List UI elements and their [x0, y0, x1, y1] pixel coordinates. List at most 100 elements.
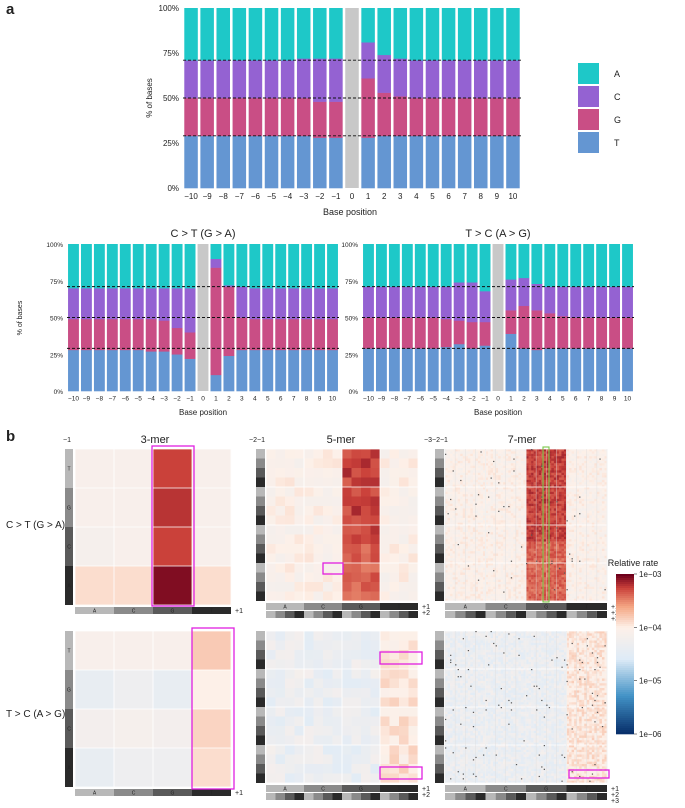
heatmap-cell [380, 563, 390, 573]
heatmap-cell [528, 487, 532, 490]
heatmap-cell [556, 565, 560, 568]
heatmap-cell [561, 456, 565, 459]
top-bar-A [184, 8, 198, 61]
heatmap-cell [518, 555, 522, 559]
heatmap-cell [586, 586, 590, 590]
heatmap-cell [495, 534, 499, 538]
heatmap-cell [505, 477, 509, 481]
heatmap-cell [576, 472, 580, 476]
heatmap-cell [513, 551, 517, 554]
heatmap-cell [467, 508, 471, 511]
heatmap-cell [594, 496, 598, 500]
heatmap-cell [569, 577, 572, 580]
heatmap-cell [569, 582, 572, 585]
heatmap-cell [505, 513, 509, 516]
heatmap-cell [563, 527, 567, 530]
heatmap-cell [482, 589, 486, 592]
heatmap-cell [447, 589, 451, 592]
heatmap-cell [569, 574, 572, 578]
heatmap-cell [505, 517, 509, 521]
heatmap-cell [467, 484, 471, 488]
heatmap-cell [470, 563, 474, 566]
heatmap-cell [460, 475, 463, 478]
heatmap-cell [342, 496, 352, 507]
heatmap-cell [569, 489, 572, 492]
heatmap-cell [475, 574, 479, 578]
heatmap-cell [586, 494, 590, 497]
heatmap-cell [370, 669, 381, 679]
heatmap-cell [556, 544, 560, 547]
heatmap-cell [601, 541, 605, 545]
heatmap-cell [351, 468, 362, 478]
heatmap-cell [503, 465, 506, 469]
heatmap-cell [513, 591, 517, 595]
heatmap-cell [581, 520, 585, 523]
heatmap-cell [472, 534, 476, 538]
heatmap-cell [465, 465, 468, 469]
heatmap-cell [548, 449, 552, 452]
heatmap-cell [462, 558, 466, 561]
heatmap-cell [266, 754, 276, 765]
top-xtick: 0 [350, 192, 355, 201]
heatmap-cell [596, 484, 600, 488]
heatmap-cell [584, 577, 587, 580]
heatmap-cell [323, 487, 333, 497]
row-base-strip-inner [262, 591, 265, 601]
heatmap-cell [485, 541, 489, 545]
heatmap-cell [447, 539, 451, 542]
heatmap-cell [304, 525, 314, 535]
heatmap-cell [490, 577, 494, 580]
heatmap-cell [586, 510, 590, 514]
heatmap-cell [558, 508, 562, 511]
heatmap-cell [548, 551, 552, 554]
heatmap-cell [589, 574, 593, 578]
heatmap-cell [574, 553, 577, 557]
heatmap-cell [561, 565, 565, 568]
heatmap-cell [586, 560, 590, 564]
heatmap-cell [584, 534, 587, 538]
heatmap-cell [462, 475, 466, 478]
heatmap-cell [508, 465, 512, 469]
heatmap-cell [579, 465, 582, 469]
heatmap-cell [445, 506, 448, 509]
tc-bar-G [427, 317, 439, 349]
heatmap-cell [313, 477, 324, 488]
top-bar-C [216, 60, 230, 99]
heatmap-cell [503, 532, 506, 535]
heatmap-cell [513, 589, 517, 592]
heatmap-cell [563, 498, 567, 502]
heatmap-cell [508, 539, 512, 542]
heatmap-cell [528, 510, 532, 514]
heatmap-cell [561, 517, 565, 521]
col-base-strip [266, 603, 304, 610]
heatmap-cell [275, 458, 286, 469]
heatmap-cell [594, 525, 598, 528]
heatmap-cell [460, 536, 463, 540]
heatmap-cell [495, 506, 499, 509]
heatmap-cell [488, 482, 491, 485]
heatmap-cell [576, 517, 580, 521]
heatmap-cell [528, 498, 532, 502]
heatmap-cell [518, 449, 522, 452]
heatmap-cell [566, 589, 570, 592]
heatmap-cell [571, 570, 575, 573]
top-bar-C [377, 54, 391, 93]
heatmap-cell [114, 670, 154, 710]
heatmap-cell [399, 631, 409, 641]
heatmap-cell [450, 482, 453, 485]
heatmap-cell [485, 527, 489, 530]
heatmap-cell [520, 548, 524, 552]
tc-bar-T [427, 348, 439, 392]
heatmap-cell [576, 515, 580, 519]
heatmap-cell [485, 565, 489, 568]
heatmap-cell [493, 582, 496, 585]
heatmap-cell [556, 508, 560, 511]
heatmap-cell [313, 563, 324, 573]
heatmap-cell [531, 555, 534, 559]
heatmap-cell [551, 475, 555, 478]
heatmap-cell [408, 525, 419, 535]
heatmap-cell [569, 586, 572, 590]
heatmap-cell [490, 482, 494, 485]
heatmap-cell [538, 539, 542, 542]
heatmap-cell [538, 529, 542, 533]
